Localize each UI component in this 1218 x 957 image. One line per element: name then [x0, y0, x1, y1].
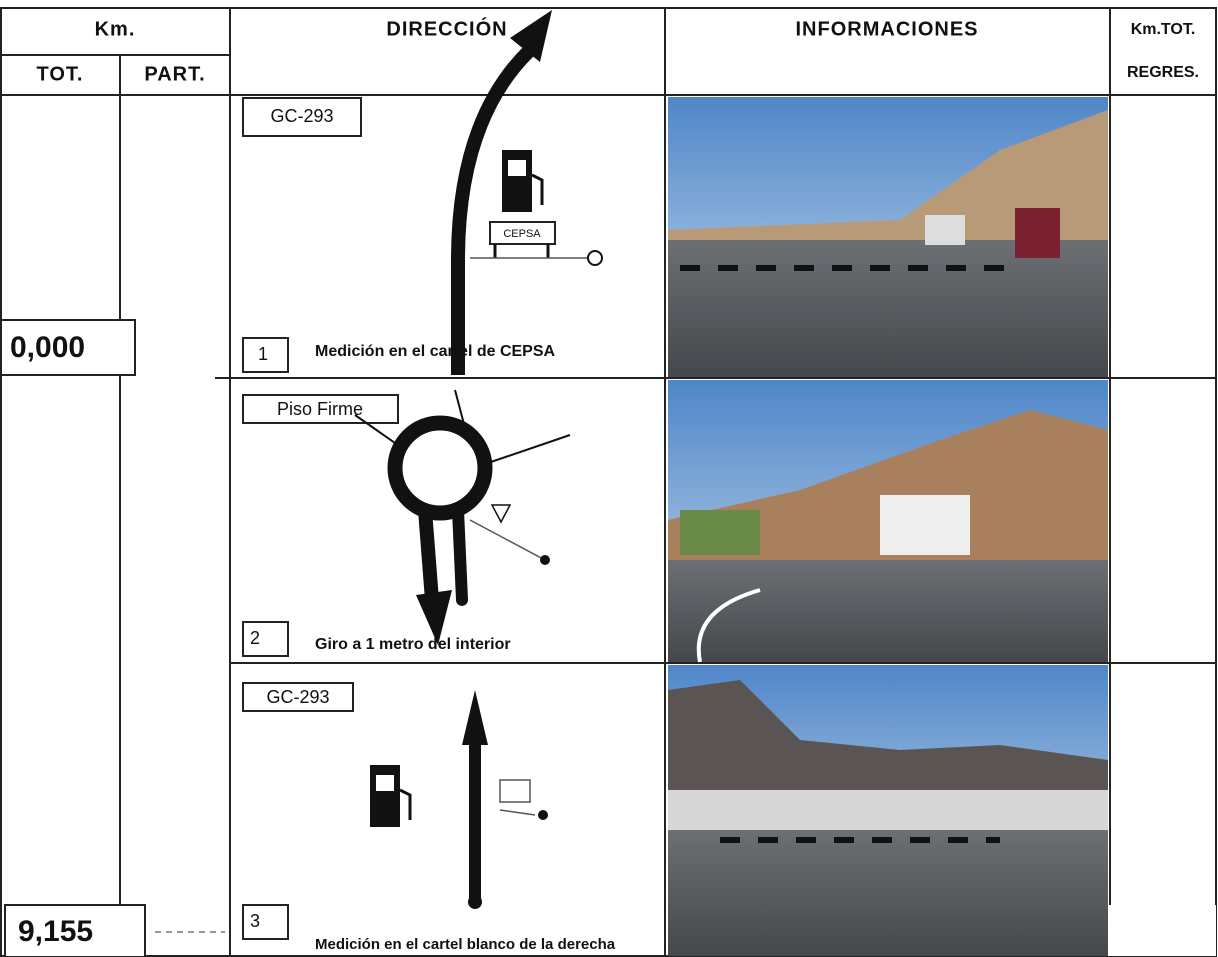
header-km-tot: Km.TOT. [1131, 21, 1196, 38]
caption: Medición en el cartel blanco de la derec… [315, 936, 616, 953]
header-direction: DIRECCIÓN [386, 16, 507, 40]
caption: Giro a 1 metro del interior [315, 636, 511, 653]
km-box [0, 319, 136, 376]
photo [668, 665, 1216, 956]
road-box [242, 682, 354, 712]
header-km: Km. [95, 18, 136, 40]
frame [0, 7, 1217, 957]
header-part: PART. [144, 63, 205, 85]
photo [668, 380, 1108, 663]
fuel-icon [502, 150, 544, 212]
roundabout [387, 415, 493, 521]
sign-label: CEPSA [503, 228, 541, 240]
step-box [242, 904, 289, 940]
km-total: 0,000 [10, 331, 85, 364]
photo [668, 97, 1108, 377]
route-arrow [451, 44, 535, 375]
road-label: Piso Firme [277, 399, 363, 419]
step-number: 1 [258, 344, 268, 364]
km-total: 9,155 [18, 915, 93, 948]
road-box [242, 394, 399, 424]
grid [0, 7, 1217, 957]
km-box [4, 904, 146, 957]
header-regres: REGRES. [1127, 64, 1199, 81]
header-info: INFORMACIONES [796, 18, 979, 40]
road-box [242, 97, 362, 137]
road-label: GC-293 [266, 687, 329, 707]
caption: Medición en el cartel de CEPSA [315, 343, 556, 360]
step-box [242, 621, 289, 657]
header-tot: TOT. [37, 63, 84, 85]
sign-box [489, 221, 556, 245]
arrowhead [510, 10, 552, 62]
step-box [242, 337, 289, 373]
fuel-icon [370, 765, 412, 827]
step-number: 3 [250, 911, 260, 931]
step-number: 2 [250, 628, 260, 648]
road-label: GC-293 [270, 106, 333, 126]
